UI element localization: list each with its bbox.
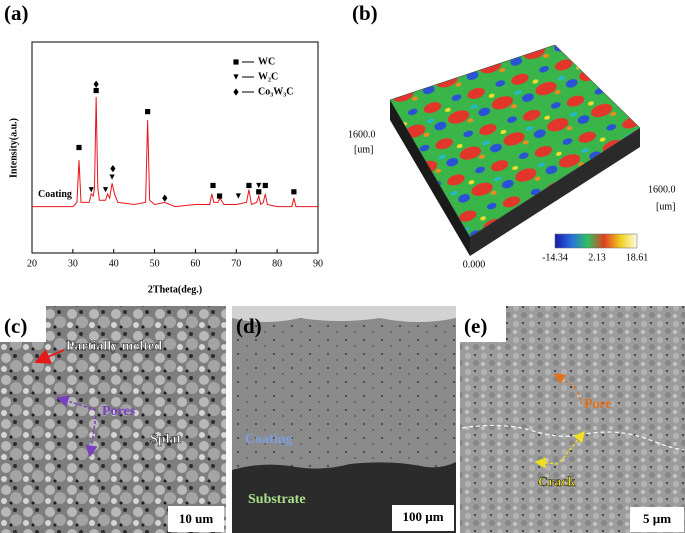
scale-bar: 100 µm xyxy=(402,509,443,524)
data-line xyxy=(32,96,318,208)
panel-label: (c) xyxy=(4,314,27,338)
legend-label: W₂C xyxy=(258,71,278,82)
surface-side xyxy=(470,128,640,256)
series-label: Coating xyxy=(38,189,72,200)
phase-marker xyxy=(291,189,297,195)
scale-bar-box xyxy=(392,505,454,531)
scale-bar: 5 µm xyxy=(643,511,671,526)
phase-marker xyxy=(256,182,262,189)
surface-side xyxy=(390,100,470,256)
sem-image-e: (e) Pore Crack 5 µm xyxy=(460,306,685,533)
annotation: Pores xyxy=(102,404,136,419)
phase-marker xyxy=(110,165,116,173)
surface-layer xyxy=(232,306,456,322)
annotation: Splat xyxy=(150,432,181,447)
scale-bar: 10 um xyxy=(179,511,213,526)
x-tick-label: 80 xyxy=(272,258,282,269)
phase-marker xyxy=(93,80,99,88)
sem-image xyxy=(460,306,685,533)
arrow xyxy=(534,457,559,469)
axis-extent: 1600.0 xyxy=(648,184,676,195)
y-axis-label: Intensity(a.u.) xyxy=(8,118,19,178)
x-tick-label: 60 xyxy=(190,258,200,269)
x-tick-label: 40 xyxy=(109,258,119,269)
arrow xyxy=(577,391,583,407)
panel-label: (e) xyxy=(464,314,487,338)
legend-marker xyxy=(233,88,239,96)
legend-label: Co₃W₃C xyxy=(258,86,293,97)
arrow xyxy=(559,430,585,463)
colorbar-label: 2.13 xyxy=(588,252,606,263)
annotation: Partially melted xyxy=(66,339,162,354)
legend-marker xyxy=(233,74,239,80)
phase-marker xyxy=(93,87,99,94)
annotation: Pore xyxy=(584,397,612,412)
legend-marker xyxy=(233,59,239,65)
colorbar-label: -14.34 xyxy=(542,252,568,263)
phase-marker xyxy=(256,189,262,195)
axis-extent: 1600.0 xyxy=(348,129,376,140)
x-axis-label: 2Theta(deg.) xyxy=(148,284,202,295)
arrow xyxy=(85,415,98,458)
plot-frame xyxy=(31,41,319,254)
scale-bar-box xyxy=(168,506,224,532)
phase-marker xyxy=(145,109,151,115)
phase-marker xyxy=(246,182,252,189)
panel-label: (d) xyxy=(236,314,262,338)
x-tick-label: 90 xyxy=(313,258,323,269)
phase-marker xyxy=(109,174,115,180)
phase-marker xyxy=(216,193,223,199)
xrd-chart: 20 30 40 50 60 70 80 90 Coating WC W₂C Co₃W₃C xyxy=(27,41,323,269)
phase-marker xyxy=(262,182,268,189)
annotation: Substrate xyxy=(248,492,306,507)
colorbar xyxy=(554,233,638,249)
phase-marker xyxy=(162,194,168,202)
arrow xyxy=(34,349,65,364)
axis-unit: [um] xyxy=(354,144,373,155)
sem-image xyxy=(0,306,226,533)
panel-label: (a) xyxy=(4,1,29,25)
arrow xyxy=(553,373,577,389)
phase-marker xyxy=(102,187,109,193)
arrow xyxy=(56,395,97,411)
annotation: Coating xyxy=(245,432,292,447)
x-tick-label: 30 xyxy=(68,258,78,269)
annotation: Crack xyxy=(538,475,576,490)
surface-map: 1600.0 [um] 1600.0 [um] 0.000 -14.34 2.1… xyxy=(348,44,676,270)
label-box xyxy=(0,306,46,342)
phase-marker xyxy=(235,193,241,199)
phase-marker xyxy=(76,144,82,151)
sem-image-c: (c) Partially melted Pores Splat 10 um xyxy=(0,306,226,533)
phase-marker xyxy=(210,182,216,189)
scale-bar-box xyxy=(630,507,684,532)
x-tick-label: 70 xyxy=(231,258,241,269)
x-tick-label: 50 xyxy=(150,258,160,269)
label-box xyxy=(460,306,506,342)
axis-origin: 0.000 xyxy=(463,259,486,270)
surface-top xyxy=(389,44,641,238)
sem-image-d: (d) Coating Substrate 100 µm xyxy=(232,306,456,533)
legend-label: WC xyxy=(258,56,275,67)
colorbar-label: 18.61 xyxy=(626,252,649,263)
axis-unit: [um] xyxy=(656,201,675,212)
phase-marker xyxy=(88,187,94,193)
panel-label: (b) xyxy=(352,1,378,25)
x-tick-label: 20 xyxy=(27,258,37,269)
